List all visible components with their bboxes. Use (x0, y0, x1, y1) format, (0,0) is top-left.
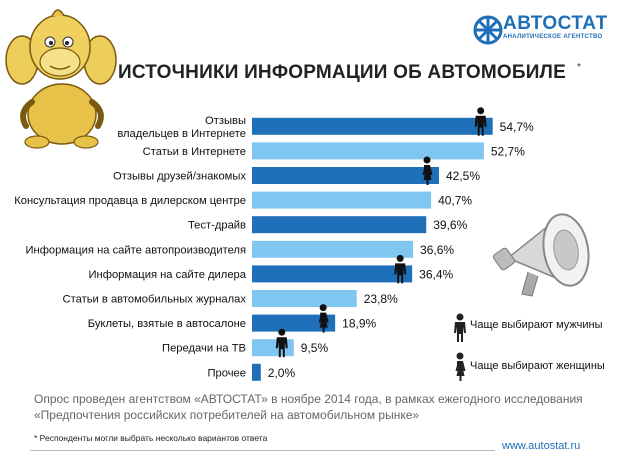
category-label: Консультация продавца в дилерском центре (14, 195, 246, 207)
bar (252, 167, 439, 184)
bar (252, 191, 432, 209)
value-label: 36,6% (420, 243, 454, 257)
category-label: Статьи в автомобильных журналах (63, 294, 247, 306)
chart-title: ИСТОЧНИКИ ИНФОРМАЦИИ ОБ АВТОМОБИЛЕ (118, 62, 566, 83)
bar (252, 363, 261, 381)
category-label: Отзывы друзей/знакомых (113, 171, 246, 183)
category-label: Передачи на ТВ (162, 343, 246, 355)
legend-women-label: Чаще выбирают женщины (470, 360, 605, 372)
autostat-logo-icon (473, 15, 503, 45)
value-label: 36,4% (419, 267, 453, 281)
category-label: Тест-драйв (188, 220, 246, 232)
value-label: 39,6% (433, 218, 467, 232)
bar (252, 265, 413, 283)
logo-name: АВТОСТАТ (503, 13, 608, 34)
woman-silhouette-icon (422, 156, 433, 185)
title-asterisk: * (577, 62, 581, 73)
logo-subtitle: АНАЛИТИЧЕСКОЕ АГЕНТСТВО (503, 34, 603, 40)
category-label: Информация на сайте дилера (89, 269, 247, 281)
megaphone-illustration (492, 213, 590, 297)
value-label: 42,5% (446, 169, 480, 183)
category-label: Буклеты, взятые в автосалоне (88, 318, 246, 330)
value-label: 2,0% (268, 366, 296, 380)
bar (252, 142, 484, 160)
survey-note-line2: «Предпочтения российских потребителей на… (34, 408, 420, 422)
man-silhouette-icon (394, 254, 407, 284)
category-label: Отзывы владельцев в Интернете (117, 115, 246, 140)
category-label: Прочее (207, 367, 246, 379)
value-label: 18,9% (342, 317, 376, 331)
value-label: 40,7% (438, 194, 472, 208)
website-link[interactable]: www.autostat.ru (502, 440, 581, 452)
man-silhouette-icon (275, 328, 288, 358)
monkey-mascot-illustration (5, 9, 117, 149)
bar (252, 117, 493, 135)
bar (252, 216, 427, 234)
woman-silhouette-icon (318, 304, 329, 333)
footnote: * Респонденты могли выбрать несколько ва… (34, 433, 268, 443)
legend-man-icon (454, 313, 466, 342)
man-silhouette-icon (474, 107, 487, 136)
legend-woman-icon (455, 352, 466, 381)
footer-divider (30, 450, 495, 451)
value-label: 9,5% (301, 341, 329, 355)
bar (252, 240, 414, 258)
bar-chart: Отзывы владельцев в Интернете 54,7% Статьи … (14, 107, 534, 381)
legend-men-label: Чаще выбирают мужчины (470, 319, 603, 331)
category-label: Информация на сайте автопроизводителя (25, 244, 246, 256)
category-label: Статьи в Интернете (143, 146, 246, 158)
value-label: 23,8% (364, 292, 398, 306)
bar (252, 314, 336, 332)
bar (252, 290, 357, 307)
value-label: 52,7% (491, 144, 525, 158)
survey-note-line1: Опрос проведен агентством «АВТОСТАТ» в н… (34, 392, 583, 406)
value-label: 54,7% (500, 120, 534, 134)
